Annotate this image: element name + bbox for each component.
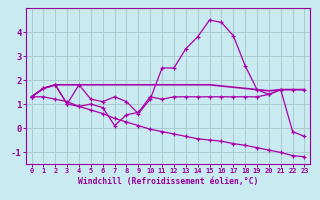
X-axis label: Windchill (Refroidissement éolien,°C): Windchill (Refroidissement éolien,°C) xyxy=(78,177,258,186)
